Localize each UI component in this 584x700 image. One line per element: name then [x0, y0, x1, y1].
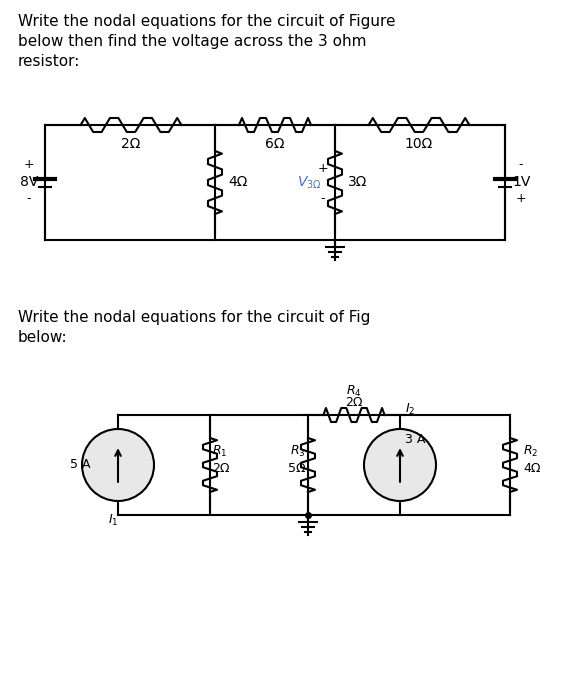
Text: -: - [321, 192, 325, 205]
Text: 3Ω: 3Ω [348, 176, 367, 190]
Text: $R_1$: $R_1$ [212, 444, 227, 458]
Text: $R_4$: $R_4$ [346, 384, 362, 399]
Text: 5 A: 5 A [69, 458, 90, 472]
Text: +: + [24, 158, 34, 171]
Text: 2Ω: 2Ω [345, 396, 363, 409]
Text: 3 A: 3 A [405, 433, 425, 446]
Text: +: + [318, 162, 328, 175]
Text: Write the nodal equations for the circuit of Fig
below:: Write the nodal equations for the circui… [18, 310, 370, 345]
Text: 5Ω: 5Ω [288, 463, 306, 475]
Text: $V_{3\Omega}$: $V_{3\Omega}$ [297, 174, 322, 190]
Text: $I_1$: $I_1$ [108, 513, 118, 528]
Circle shape [82, 429, 154, 501]
Text: -: - [27, 192, 32, 205]
Text: -: - [519, 158, 523, 171]
Text: 1V: 1V [512, 176, 530, 190]
Text: Write the nodal equations for the circuit of Figure
below then find the voltage : Write the nodal equations for the circui… [18, 14, 395, 69]
Text: 4Ω: 4Ω [523, 463, 541, 475]
Text: $R_2$: $R_2$ [523, 444, 538, 458]
Text: 2Ω: 2Ω [121, 137, 141, 151]
Text: 8V: 8V [20, 176, 38, 190]
Text: 2Ω: 2Ω [212, 463, 230, 475]
Text: +: + [516, 192, 526, 205]
Text: 6Ω: 6Ω [265, 137, 285, 151]
Text: 10Ω: 10Ω [405, 137, 433, 151]
Text: 4Ω: 4Ω [228, 176, 248, 190]
Text: $R_3$: $R_3$ [290, 444, 306, 458]
Text: $I_2$: $I_2$ [405, 402, 415, 417]
Circle shape [364, 429, 436, 501]
